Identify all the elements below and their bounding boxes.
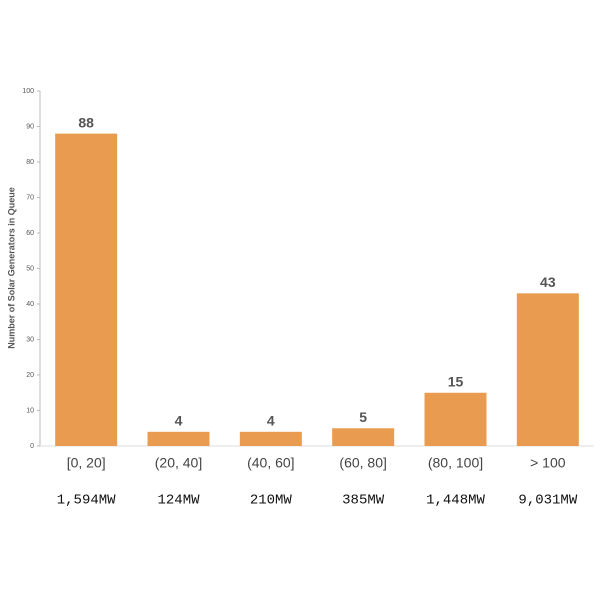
bar <box>424 392 487 446</box>
capacity-label: 9,031MW <box>518 493 577 509</box>
y-tick-label: 0 <box>30 443 34 450</box>
x-tick-label: (80, 100] <box>428 455 483 471</box>
y-tick-label: 100 <box>22 88 34 95</box>
y-tick-label: 10 <box>26 407 34 414</box>
bar <box>516 293 579 446</box>
x-tick-label: (60, 80] <box>339 455 386 471</box>
capacity-label: 1,594MW <box>57 493 116 509</box>
capacity-label: 385MW <box>342 493 385 509</box>
value-label: 43 <box>540 274 556 290</box>
value-label: 4 <box>175 413 183 429</box>
y-tick-label: 70 <box>26 194 34 201</box>
capacity-label: 124MW <box>157 493 200 509</box>
value-label: 4 <box>267 413 275 429</box>
bar <box>147 431 210 446</box>
y-tick-label: 20 <box>26 372 34 379</box>
y-tick-label: 50 <box>26 265 34 272</box>
value-label: 5 <box>359 409 367 425</box>
y-tick-label: 80 <box>26 159 34 166</box>
bar <box>55 133 118 446</box>
y-tick-label: 60 <box>26 230 34 237</box>
x-tick-label: [0, 20] <box>67 455 106 471</box>
y-tick-label: 30 <box>26 336 34 343</box>
capacity-label: 1,448MW <box>426 493 485 509</box>
x-tick-label: (20, 40] <box>155 455 202 471</box>
y-axis-label: Number of Solar Generators in Queue <box>6 187 16 349</box>
y-tick-label: 90 <box>26 123 34 130</box>
value-label: 88 <box>78 114 94 130</box>
x-tick-label: > 100 <box>530 455 566 471</box>
value-label: 15 <box>448 373 464 389</box>
bar <box>239 431 302 446</box>
bar <box>332 428 395 446</box>
y-tick-label: 40 <box>26 301 34 308</box>
x-tick-label: (40, 60] <box>247 455 294 471</box>
capacity-label: 210MW <box>250 493 293 509</box>
